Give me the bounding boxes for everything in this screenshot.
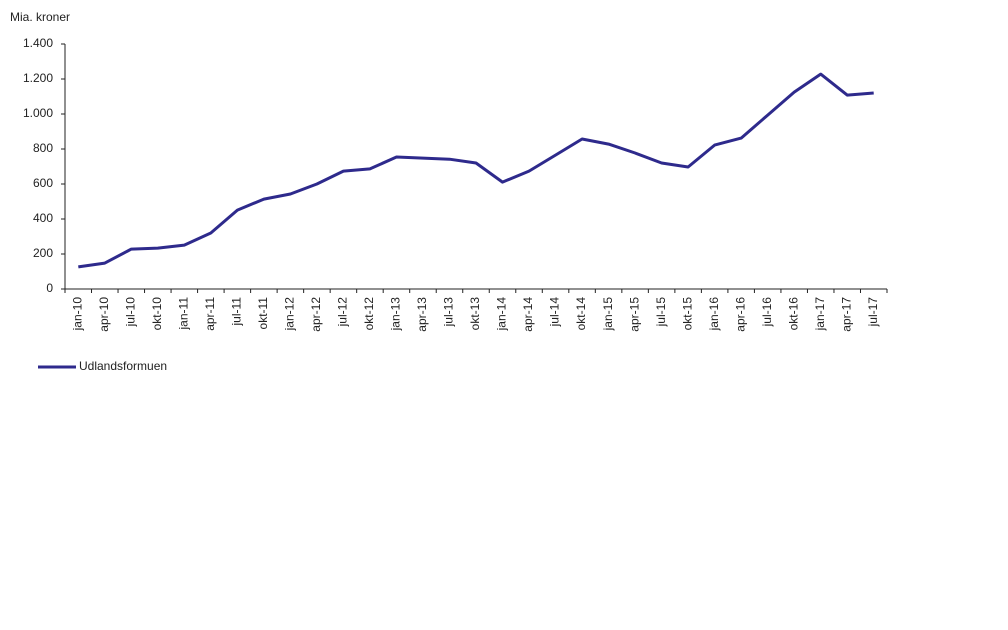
y-tick-label: 1.000 (23, 106, 53, 120)
x-tick-label: okt-14 (574, 297, 588, 331)
x-tick-label: okt-13 (468, 297, 482, 331)
y-tick-label: 1.400 (23, 36, 53, 50)
y-tick-label: 600 (33, 176, 53, 190)
y-tick-label: 200 (33, 246, 53, 260)
x-tick-label: apr-13 (415, 297, 429, 332)
y-axis-title: Mia. kroner (10, 10, 70, 24)
x-tick-label: apr-15 (627, 297, 641, 332)
x-tick-label: jul-15 (654, 297, 668, 328)
x-tick-label: jan-17 (813, 297, 827, 332)
x-tick-label: jan-13 (389, 297, 403, 332)
x-tick-label: jul-10 (123, 297, 137, 328)
x-tick-label: jul-14 (548, 297, 562, 328)
x-tick-label: okt-15 (680, 297, 694, 331)
x-tick-label: okt-12 (362, 297, 376, 331)
legend-label: Udlandsformuen (79, 359, 167, 373)
y-tick-label: 0 (46, 281, 53, 295)
data-line (78, 72, 874, 269)
x-tick-label: apr-12 (309, 297, 323, 332)
x-tick-label: jan-14 (495, 297, 509, 332)
y-tick-label: 800 (33, 141, 53, 155)
x-tick-label: apr-14 (521, 297, 535, 332)
x-tick-label: apr-17 (839, 297, 853, 332)
x-tick-label: jan-11 (176, 297, 190, 331)
x-tick-label: jan-15 (601, 297, 615, 332)
x-tick-label: jan-12 (283, 297, 297, 332)
x-tick-label: apr-11 (203, 297, 217, 331)
y-tick-label: 1.200 (23, 71, 53, 85)
x-tick-label: apr-10 (97, 297, 111, 332)
x-tick-label: jul-12 (336, 297, 350, 328)
x-tick-label: jul-17 (866, 297, 880, 328)
x-tick-label: jan-10 (70, 297, 84, 332)
y-tick-label: 400 (33, 211, 53, 225)
x-tick-label: okt-11 (256, 297, 270, 330)
x-tick-label: okt-10 (150, 297, 164, 331)
x-tick-label: jul-11 (230, 297, 244, 327)
x-tick-label: jan-16 (707, 297, 721, 332)
x-tick-label: apr-16 (733, 297, 747, 332)
x-tick-label: okt-16 (786, 297, 800, 331)
x-tick-label: jul-16 (760, 297, 774, 328)
x-tick-label: jul-13 (442, 297, 456, 328)
